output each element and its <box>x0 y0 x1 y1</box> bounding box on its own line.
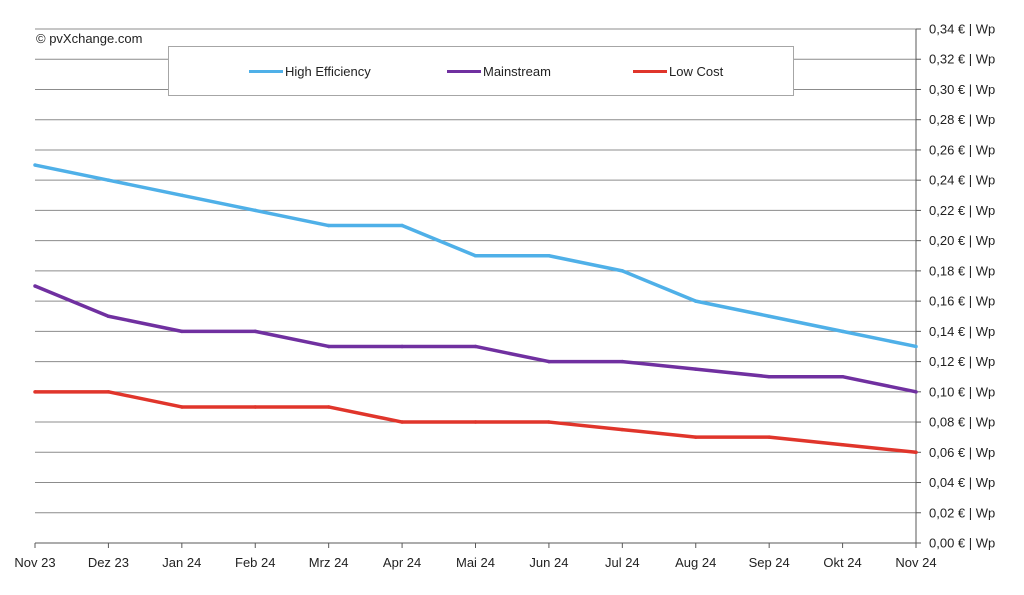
data-point-mainstream <box>547 359 551 364</box>
data-point-high-efficiency <box>914 344 918 349</box>
y-tick-label: 0,16 € | Wp <box>929 294 995 309</box>
data-point-mainstream <box>914 390 918 394</box>
data-point-low-cost <box>473 420 478 424</box>
x-tick-label: Sep 24 <box>749 555 790 570</box>
data-point-mainstream <box>840 374 845 379</box>
x-tick-label: Aug 24 <box>675 555 716 570</box>
legend-swatch-low-cost <box>633 70 667 73</box>
data-point-high-efficiency <box>326 223 331 228</box>
series-line-mainstream <box>34 284 917 394</box>
data-point-high-efficiency <box>400 223 404 228</box>
data-point-high-efficiency <box>620 269 625 273</box>
data-point-low-cost <box>180 405 184 409</box>
y-tick-label: 0,28 € | Wp <box>929 112 995 127</box>
data-point-low-cost <box>840 442 845 447</box>
x-tick-label: Mai 24 <box>456 555 495 570</box>
data-point-mainstream <box>180 329 184 334</box>
x-tick-label: Jul 24 <box>605 555 640 570</box>
data-point-high-efficiency <box>33 163 37 167</box>
y-tick-label: 0,22 € | Wp <box>929 203 995 218</box>
legend-swatch-mainstream <box>447 70 481 73</box>
data-point-mainstream <box>400 344 404 349</box>
data-point-high-efficiency <box>694 299 698 303</box>
y-tick-label: 0,10 € | Wp <box>929 384 995 399</box>
legend-label-mainstream: Mainstream <box>483 64 551 79</box>
data-point-mainstream <box>326 344 331 349</box>
data-point-low-cost <box>326 405 331 409</box>
y-tick-label: 0,04 € | Wp <box>929 475 995 490</box>
data-point-high-efficiency <box>840 329 845 334</box>
legend: High Efficiency Mainstream Low Cost <box>168 46 794 96</box>
y-tick-label: 0,06 € | Wp <box>929 445 995 460</box>
legend-item-low-cost: Low Cost <box>633 64 723 79</box>
legend-item-mainstream: Mainstream <box>447 64 551 79</box>
y-tick-label: 0,08 € | Wp <box>929 415 995 430</box>
gridlines <box>35 28 916 514</box>
legend-label-low-cost: Low Cost <box>669 64 724 79</box>
data-point-mainstream <box>106 314 111 318</box>
x-tick-label: Okt 24 <box>823 555 861 570</box>
x-tick-labels: Nov 23 Dez 23 Jan 24 Feb 24 Mrz 24 Apr 24 Mai … <box>14 555 936 570</box>
x-tick-label: Nov 24 <box>895 555 936 570</box>
data-point-mainstream <box>694 367 698 371</box>
x-tick-label: Dez 23 <box>88 555 129 570</box>
y-tick-label: 0,24 € | Wp <box>929 173 995 188</box>
y-tick-label: 0,18 € | Wp <box>929 263 995 278</box>
data-point-high-efficiency <box>106 178 111 182</box>
data-point-low-cost <box>400 420 404 424</box>
y-tick-labels: 0,00 € | Wp 0,02 € | Wp 0,04 € | Wp 0,06 € … <box>929 22 995 551</box>
data-point-high-efficiency <box>473 254 478 258</box>
x-tick-label: Apr 24 <box>383 555 421 570</box>
data-point-mainstream <box>620 359 625 364</box>
y-tick-label: 0,14 € | Wp <box>929 324 995 339</box>
x-tick-label: Nov 23 <box>14 555 55 570</box>
x-tick-label: Jun 24 <box>529 555 568 570</box>
data-point-high-efficiency <box>180 193 184 198</box>
y-tick-label: 0,30 € | Wp <box>929 82 995 97</box>
data-point-low-cost <box>694 435 698 439</box>
y-tick-label: 0,00 € | Wp <box>929 536 995 551</box>
series-lines <box>33 163 918 455</box>
axes <box>34 28 921 548</box>
data-point-low-cost <box>620 427 625 432</box>
legend-item-high-efficiency: High Efficiency <box>249 64 371 79</box>
data-point-low-cost <box>33 390 37 394</box>
x-tick-label: Feb 24 <box>235 555 275 570</box>
y-tick-label: 0,32 € | Wp <box>929 52 995 67</box>
data-point-high-efficiency <box>767 314 771 318</box>
data-point-mainstream <box>473 344 478 349</box>
legend-label-high-efficiency: High Efficiency <box>285 64 371 79</box>
data-point-mainstream <box>767 374 771 379</box>
x-tick-label: Jan 24 <box>162 555 201 570</box>
data-point-low-cost <box>547 420 551 424</box>
data-point-mainstream <box>253 329 257 334</box>
legend-swatch-high-efficiency <box>249 70 283 73</box>
x-tick-label: Mrz 24 <box>309 555 349 570</box>
data-point-low-cost <box>106 390 111 394</box>
data-point-mainstream <box>33 284 37 288</box>
copyright-text: © pvXchange.com <box>36 31 143 46</box>
data-point-high-efficiency <box>253 208 257 213</box>
y-tick-label: 0,20 € | Wp <box>929 233 995 248</box>
y-tick-label: 0,34 € | Wp <box>929 22 995 37</box>
y-tick-label: 0,26 € | Wp <box>929 142 995 157</box>
data-point-high-efficiency <box>547 254 551 258</box>
y-tick-label: 0,12 € | Wp <box>929 354 995 369</box>
data-point-low-cost <box>253 405 257 409</box>
y-tick-label: 0,02 € | Wp <box>929 505 995 520</box>
data-point-low-cost <box>767 435 771 439</box>
data-point-low-cost <box>914 450 918 455</box>
